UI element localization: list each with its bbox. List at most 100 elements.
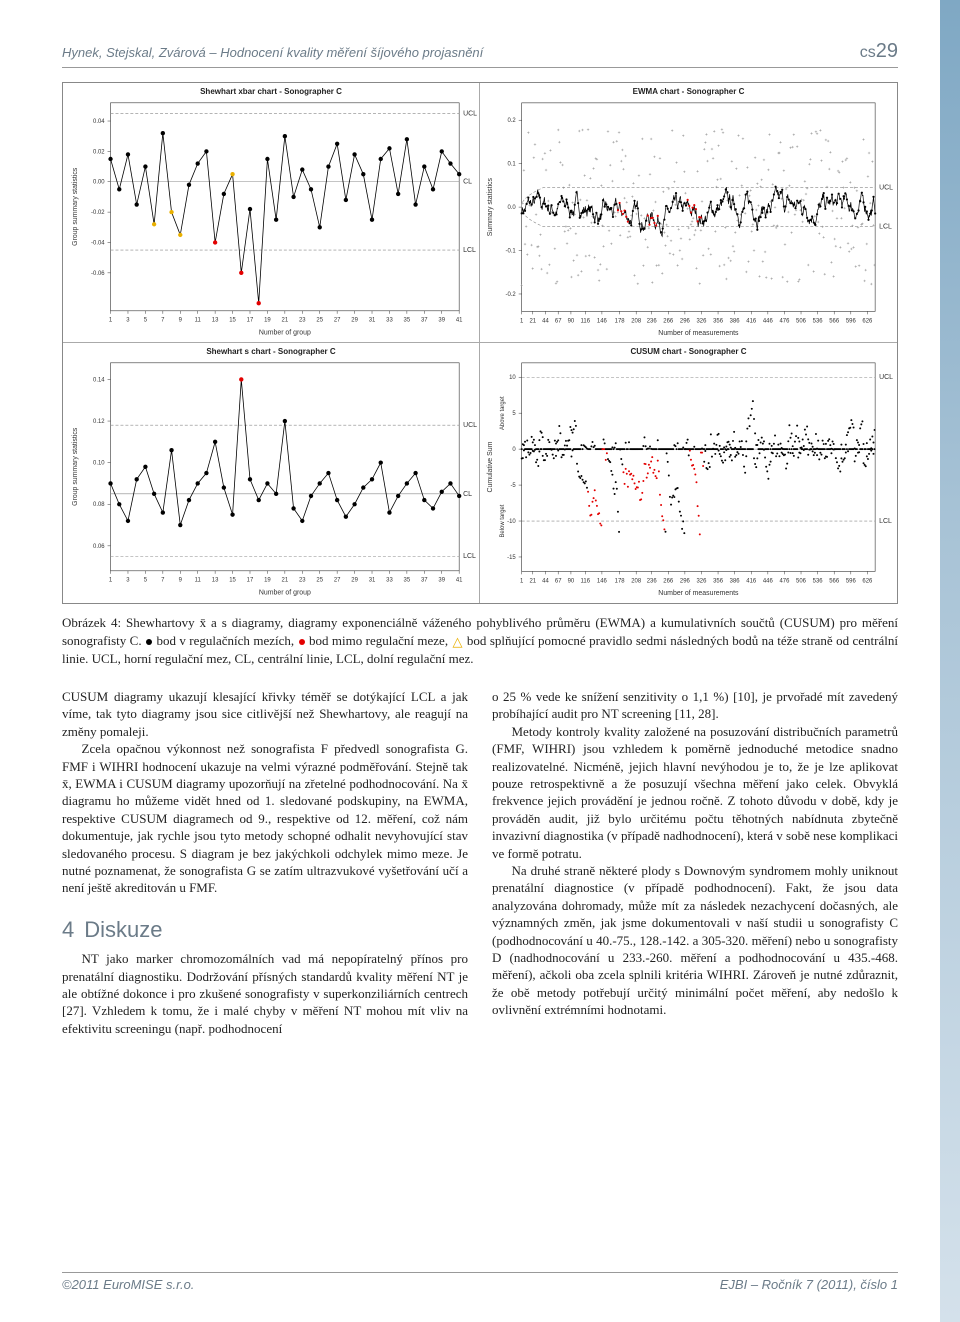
figure-panel: Shewhart xbar chart - Sonographer C UCLC… [62,82,898,604]
svg-text:LCL: LCL [879,518,892,525]
svg-text:23: 23 [299,578,306,584]
svg-text:0.10: 0.10 [93,461,105,467]
caption-tri: △ [453,633,463,651]
svg-text:146: 146 [597,318,608,324]
footer-right: EJBI – Ročník 7 (2011), číslo 1 [720,1277,898,1292]
svg-text:Cumulative Sum: Cumulative Sum [487,441,494,492]
svg-text:296: 296 [680,578,691,584]
svg-text:386: 386 [730,578,741,584]
svg-text:21: 21 [529,578,536,584]
chart-xbar-svg: UCLCLLCL-0.06-0.04-0.020.000.020.0413579… [63,83,479,341]
svg-text:15: 15 [229,578,236,584]
svg-text:0.02: 0.02 [93,149,105,155]
svg-text:5: 5 [144,318,148,324]
svg-text:90: 90 [568,318,575,324]
svg-text:27: 27 [334,578,341,584]
svg-text:476: 476 [779,318,790,324]
svg-text:-0.06: -0.06 [91,271,105,277]
edge-bar [940,0,960,1322]
footer-left: ©2011 EuroMISE s.r.o. [62,1277,194,1292]
p5: Metody kontroly kvality založené na posu… [492,723,898,862]
svg-text:39: 39 [438,578,445,584]
svg-text:29: 29 [351,578,358,584]
svg-text:7: 7 [161,578,164,584]
svg-text:208: 208 [631,318,642,324]
svg-text:116: 116 [581,578,591,584]
svg-text:35: 35 [404,318,411,324]
section-title: Diskuze [84,917,162,942]
header-prefix: cs [860,44,876,61]
chart-ewma: EWMA chart - Sonographer C UCLLCL-0.2-0.… [480,83,897,343]
svg-text:Group summary statistics: Group summary statistics [72,427,79,506]
svg-text:446: 446 [763,318,774,324]
svg-text:1: 1 [520,578,524,584]
svg-text:0.0: 0.0 [507,205,516,211]
svg-text:90: 90 [568,578,575,584]
svg-text:UCL: UCL [463,422,477,429]
svg-text:13: 13 [212,578,219,584]
svg-text:Number of measurements: Number of measurements [658,330,739,337]
chart-ewma-svg: UCLLCL-0.2-0.10.00.10.212144679011614617… [480,83,897,341]
svg-text:13: 13 [212,318,219,324]
svg-text:-10: -10 [507,519,516,525]
svg-text:37: 37 [421,318,428,324]
svg-text:0.00: 0.00 [93,180,105,186]
svg-text:266: 266 [663,318,674,324]
svg-text:10: 10 [509,375,516,381]
svg-text:178: 178 [615,578,626,584]
svg-text:Below target: Below target [500,504,506,537]
svg-text:9: 9 [179,578,183,584]
svg-text:296: 296 [680,318,691,324]
svg-text:416: 416 [746,578,757,584]
svg-text:0.2: 0.2 [507,118,515,124]
caption-good: bod v regulačních mezích, [153,633,298,648]
svg-text:CL: CL [463,179,472,186]
svg-text:626: 626 [862,318,873,324]
svg-text:LCL: LCL [879,224,892,231]
svg-text:21: 21 [282,318,289,324]
body-columns: CUSUM diagramy ukazují klesající křivky … [62,688,898,1037]
svg-text:21: 21 [282,578,289,584]
p2: Zcela opačnou výkonnost než sonografista… [62,740,468,897]
svg-text:Summary statistics: Summary statistics [487,177,494,236]
header-right: cs29 [860,40,898,63]
svg-text:356: 356 [713,318,724,324]
svg-text:UCL: UCL [879,374,893,381]
svg-text:146: 146 [597,578,608,584]
svg-text:566: 566 [829,318,840,324]
svg-text:476: 476 [779,578,790,584]
caption-bad: bod mimo regulační meze, [306,633,452,648]
svg-text:LCL: LCL [463,247,476,254]
svg-text:44: 44 [542,578,549,584]
svg-text:3: 3 [126,578,130,584]
svg-text:UCL: UCL [463,110,477,117]
svg-text:Group summary statistics: Group summary statistics [72,167,79,246]
p4: o 25 % vede ke snížení senzitivity o 1,1… [492,688,898,723]
p1: CUSUM diagramy ukazují klesající křivky … [62,688,468,740]
running-header: Hynek, Stejskal, Zvárová – Hodnocení kva… [62,40,898,68]
svg-text:23: 23 [299,318,306,324]
svg-text:0.14: 0.14 [93,377,105,383]
chart-s: Shewhart s chart - Sonographer C UCLCLLC… [63,343,480,603]
svg-text:1: 1 [109,318,113,324]
svg-text:Above target: Above target [500,396,506,430]
svg-text:566: 566 [829,578,840,584]
svg-text:19: 19 [264,318,271,324]
svg-text:0.08: 0.08 [93,502,105,508]
svg-text:17: 17 [247,318,254,324]
svg-text:326: 326 [697,318,708,324]
svg-text:0.12: 0.12 [93,419,105,425]
svg-text:446: 446 [763,578,774,584]
section-heading: 4Diskuze [62,915,468,944]
svg-text:596: 596 [846,578,857,584]
svg-text:326: 326 [697,578,708,584]
p3: NT jako marker chromozomálních vad má ne… [62,950,468,1037]
svg-text:506: 506 [796,578,807,584]
svg-text:44: 44 [542,318,549,324]
svg-text:UCL: UCL [879,185,893,192]
svg-text:31: 31 [369,578,376,584]
svg-text:Number of measurements: Number of measurements [658,590,739,597]
svg-text:29: 29 [351,318,358,324]
svg-text:39: 39 [438,318,445,324]
svg-text:536: 536 [813,318,824,324]
